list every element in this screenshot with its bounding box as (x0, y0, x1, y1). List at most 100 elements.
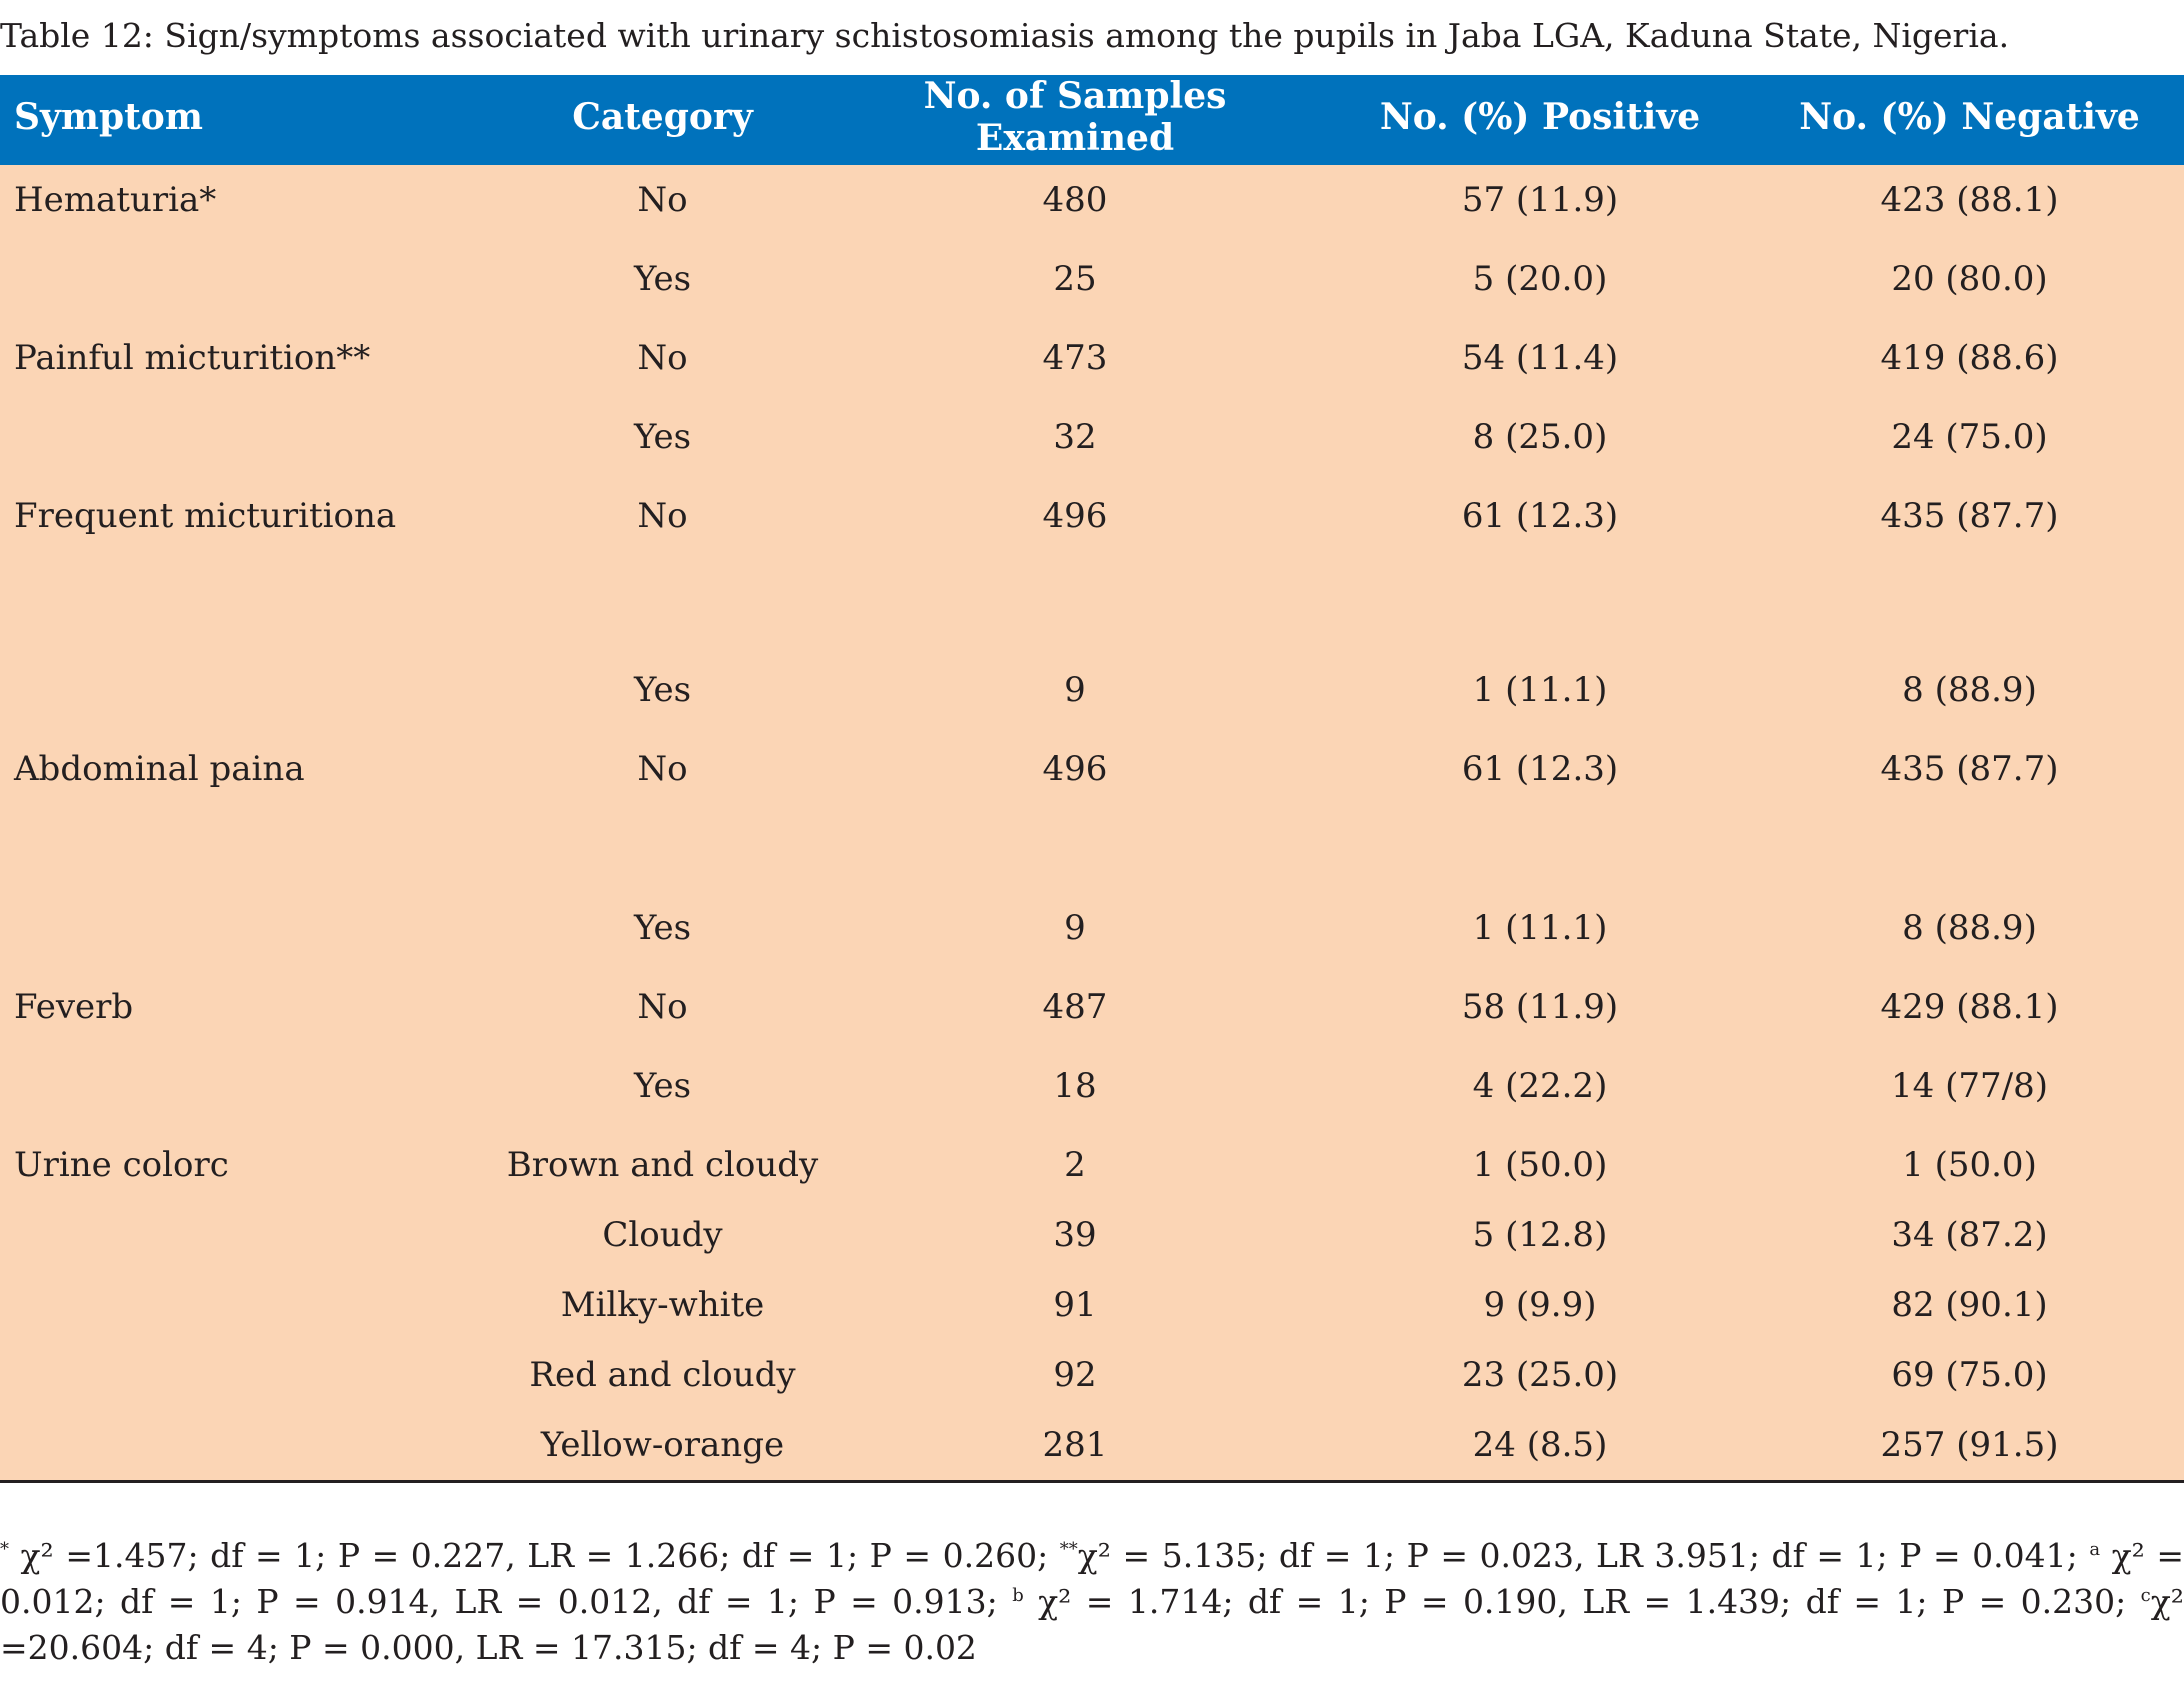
cell-symptom: Hematuria* (0, 165, 500, 235)
cell-category: Red and cloudy (500, 1340, 825, 1410)
cell-negative: 24 (75.0) (1755, 393, 2184, 481)
cell-negative: 69 (75.0) (1755, 1340, 2184, 1410)
cell-category: Yes (500, 235, 825, 323)
header-positive: No. (%) Positive (1325, 75, 1755, 165)
footnote-text: χ² = 1.714; df = 1; P = 0.190, LR = 1.43… (1023, 1582, 2141, 1621)
table-row: Hematuria* No 480 57 (11.9) 423 (88.1) (0, 165, 2184, 235)
cell-category: No (500, 734, 825, 884)
cell-negative: 435 (87.7) (1755, 481, 2184, 646)
cell-samples: 9 (825, 646, 1325, 734)
cell-negative: 14 (77/8) (1755, 1042, 2184, 1130)
table-row: Cloudy 39 5 (12.8) 34 (87.2) (0, 1200, 2184, 1270)
cell-symptom: Urine colorc (0, 1130, 500, 1200)
cell-samples: 281 (825, 1410, 1325, 1483)
cell-category: Cloudy (500, 1200, 825, 1270)
table-row: Feverb No 487 58 (11.9) 429 (88.1) (0, 972, 2184, 1042)
footnote-text: χ² =1.457; df = 1; P = 0.227, LR = 1.266… (9, 1536, 1060, 1575)
cell-symptom (0, 1410, 500, 1483)
cell-symptom (0, 1340, 500, 1410)
table-row: Frequent micturitiona No 496 61 (12.3) 4… (0, 481, 2184, 646)
table-header-row: Symptom Category No. of Samples Examined… (0, 75, 2184, 165)
cell-negative: 82 (90.1) (1755, 1270, 2184, 1340)
cell-negative: 34 (87.2) (1755, 1200, 2184, 1270)
table-row: Abdominal paina No 496 61 (12.3) 435 (87… (0, 734, 2184, 884)
cell-positive: 5 (12.8) (1325, 1200, 1755, 1270)
cell-category: Milky-white (500, 1270, 825, 1340)
cell-samples: 2 (825, 1130, 1325, 1200)
cell-symptom: Feverb (0, 972, 500, 1042)
cell-negative: 20 (80.0) (1755, 235, 2184, 323)
table-row: Yes 9 1 (11.1) 8 (88.9) (0, 646, 2184, 734)
header-category: Category (500, 75, 825, 165)
cell-symptom: Painful micturition** (0, 323, 500, 393)
cell-symptom (0, 235, 500, 323)
table-row: Urine colorc Brown and cloudy 2 1 (50.0)… (0, 1130, 2184, 1200)
cell-negative: 257 (91.5) (1755, 1410, 2184, 1483)
cell-samples: 18 (825, 1042, 1325, 1130)
cell-category: No (500, 323, 825, 393)
cell-positive: 54 (11.4) (1325, 323, 1755, 393)
footnote-marker: ** (1059, 1539, 1078, 1560)
footnote-marker: a (2089, 1539, 2101, 1560)
cell-category: Yes (500, 1042, 825, 1130)
cell-symptom (0, 1042, 500, 1130)
cell-symptom (0, 393, 500, 481)
footnote-marker: b (1012, 1585, 1024, 1606)
cell-samples: 25 (825, 235, 1325, 323)
cell-negative: 423 (88.1) (1755, 165, 2184, 235)
cell-samples: 92 (825, 1340, 1325, 1410)
cell-positive: 61 (12.3) (1325, 734, 1755, 884)
cell-symptom (0, 646, 500, 734)
table-row: Yes 25 5 (20.0) 20 (80.0) (0, 235, 2184, 323)
table-row: Yes 32 8 (25.0) 24 (75.0) (0, 393, 2184, 481)
cell-negative: 429 (88.1) (1755, 972, 2184, 1042)
cell-negative: 8 (88.9) (1755, 884, 2184, 972)
cell-category: Yes (500, 646, 825, 734)
cell-positive: 23 (25.0) (1325, 1340, 1755, 1410)
table-row: Yes 18 4 (22.2) 14 (77/8) (0, 1042, 2184, 1130)
header-symptom: Symptom (0, 75, 500, 165)
cell-positive: 1 (50.0) (1325, 1130, 1755, 1200)
cell-positive: 8 (25.0) (1325, 393, 1755, 481)
cell-category: Yes (500, 393, 825, 481)
cell-positive: 57 (11.9) (1325, 165, 1755, 235)
cell-negative: 435 (87.7) (1755, 734, 2184, 884)
cell-category: Yellow-orange (500, 1410, 825, 1483)
cell-category: Brown and cloudy (500, 1130, 825, 1200)
cell-samples: 496 (825, 734, 1325, 884)
cell-negative: 8 (88.9) (1755, 646, 2184, 734)
footnote-marker: * (0, 1539, 9, 1560)
table-row: Red and cloudy 92 23 (25.0) 69 (75.0) (0, 1340, 2184, 1410)
cell-samples: 39 (825, 1200, 1325, 1270)
table-row: Yes 9 1 (11.1) 8 (88.9) (0, 884, 2184, 972)
cell-negative: 1 (50.0) (1755, 1130, 2184, 1200)
symptoms-table-container: Symptom Category No. of Samples Examined… (0, 75, 2184, 1483)
cell-positive: 9 (9.9) (1325, 1270, 1755, 1340)
cell-positive: 61 (12.3) (1325, 481, 1755, 646)
cell-negative: 419 (88.6) (1755, 323, 2184, 393)
cell-positive: 24 (8.5) (1325, 1410, 1755, 1483)
cell-positive: 1 (11.1) (1325, 646, 1755, 734)
cell-samples: 473 (825, 323, 1325, 393)
cell-positive: 1 (11.1) (1325, 884, 1755, 972)
footnote-text: χ² = 0.012; df = 1; P = 0.914, LR = 0.01… (0, 1536, 2184, 1621)
cell-samples: 496 (825, 481, 1325, 646)
cell-symptom: Frequent micturitiona (0, 481, 500, 646)
cell-category: Yes (500, 884, 825, 972)
footnote-marker: c (2140, 1585, 2151, 1606)
cell-symptom: Abdominal paina (0, 734, 500, 884)
cell-category: No (500, 481, 825, 646)
table-caption: Table 12: Sign/symptoms associated with … (0, 16, 2010, 55)
table-footnote: * χ² =1.457; df = 1; P = 0.227, LR = 1.2… (0, 1533, 2184, 1671)
cell-category: No (500, 972, 825, 1042)
footnote-text: χ² =20.604; df = 4; P = 0.000, LR = 17.3… (0, 1582, 2184, 1667)
cell-samples: 91 (825, 1270, 1325, 1340)
table-row: Painful micturition** No 473 54 (11.4) 4… (0, 323, 2184, 393)
cell-samples: 9 (825, 884, 1325, 972)
cell-samples: 480 (825, 165, 1325, 235)
cell-symptom (0, 884, 500, 972)
table-row: Milky-white 91 9 (9.9) 82 (90.1) (0, 1270, 2184, 1340)
cell-symptom (0, 1200, 500, 1270)
cell-positive: 58 (11.9) (1325, 972, 1755, 1042)
header-samples-examined: No. of Samples Examined (825, 75, 1325, 165)
